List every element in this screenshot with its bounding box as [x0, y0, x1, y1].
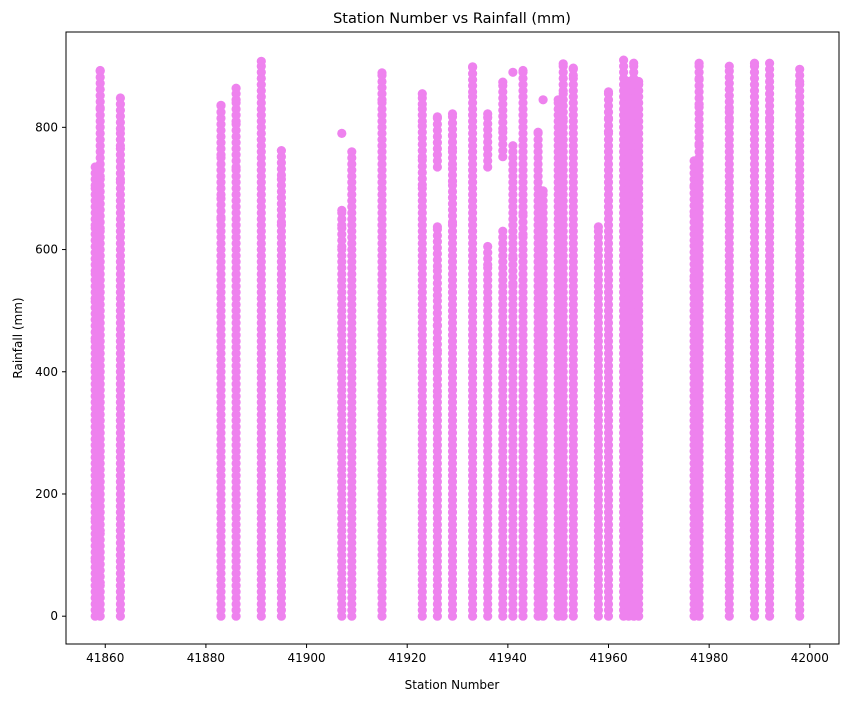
data-point [508, 67, 518, 77]
y-tick-label: 600 [35, 243, 58, 257]
data-point [377, 68, 387, 78]
y-tick-label: 800 [35, 120, 58, 134]
x-tick-label: 41920 [388, 651, 426, 665]
data-point [629, 58, 639, 68]
x-axis: 41860 41880 41900 41920 41940 41960 41980 42000 [86, 644, 829, 665]
data-point [483, 109, 493, 119]
data-point [765, 58, 775, 68]
x-tick-label: 41900 [287, 651, 325, 665]
data-point [538, 186, 548, 196]
data-point [447, 109, 458, 119]
data-point [337, 205, 347, 215]
data-point [231, 83, 241, 93]
data-point [216, 100, 226, 110]
x-tick-label: 41960 [589, 651, 627, 665]
y-axis-label: Rainfall (mm) [11, 297, 25, 378]
data-point [115, 93, 125, 103]
data-point [619, 55, 629, 65]
data-point [498, 226, 508, 236]
x-axis-label: Station Number [405, 678, 500, 692]
data-point [432, 112, 442, 122]
x-tick-label: 41980 [690, 651, 728, 665]
data-point [256, 56, 266, 66]
y-tick-label: 0 [50, 609, 58, 623]
data-point [694, 58, 704, 68]
plot-frame [65, 31, 840, 645]
data-point [749, 58, 760, 68]
points-layer [90, 55, 805, 621]
data-point [593, 222, 604, 232]
y-tick-label: 400 [35, 365, 58, 379]
data-point [508, 141, 518, 151]
data-point [337, 128, 347, 138]
data-point [417, 89, 427, 99]
x-tick-label: 41860 [86, 651, 124, 665]
x-tick-label: 41880 [187, 651, 225, 665]
data-point [483, 241, 493, 252]
data-point [603, 87, 614, 97]
data-point [468, 62, 478, 72]
y-axis: 0 200 400 600 800 [35, 120, 66, 623]
x-tick-label: 41940 [489, 651, 527, 665]
data-point [538, 95, 548, 105]
data-point [276, 146, 286, 156]
chart-title: Station Number vs Rainfall (mm) [333, 11, 571, 27]
y-tick-label: 200 [35, 487, 58, 501]
data-point [518, 65, 528, 76]
data-point [795, 64, 805, 74]
data-point [634, 76, 644, 87]
data-point [432, 222, 442, 232]
data-point [724, 61, 734, 71]
data-point [347, 147, 357, 157]
data-point [558, 59, 568, 69]
data-point [498, 77, 508, 87]
data-point [95, 65, 105, 76]
data-point [533, 127, 543, 137]
x-tick-label: 42000 [791, 651, 829, 665]
data-point [568, 63, 578, 73]
